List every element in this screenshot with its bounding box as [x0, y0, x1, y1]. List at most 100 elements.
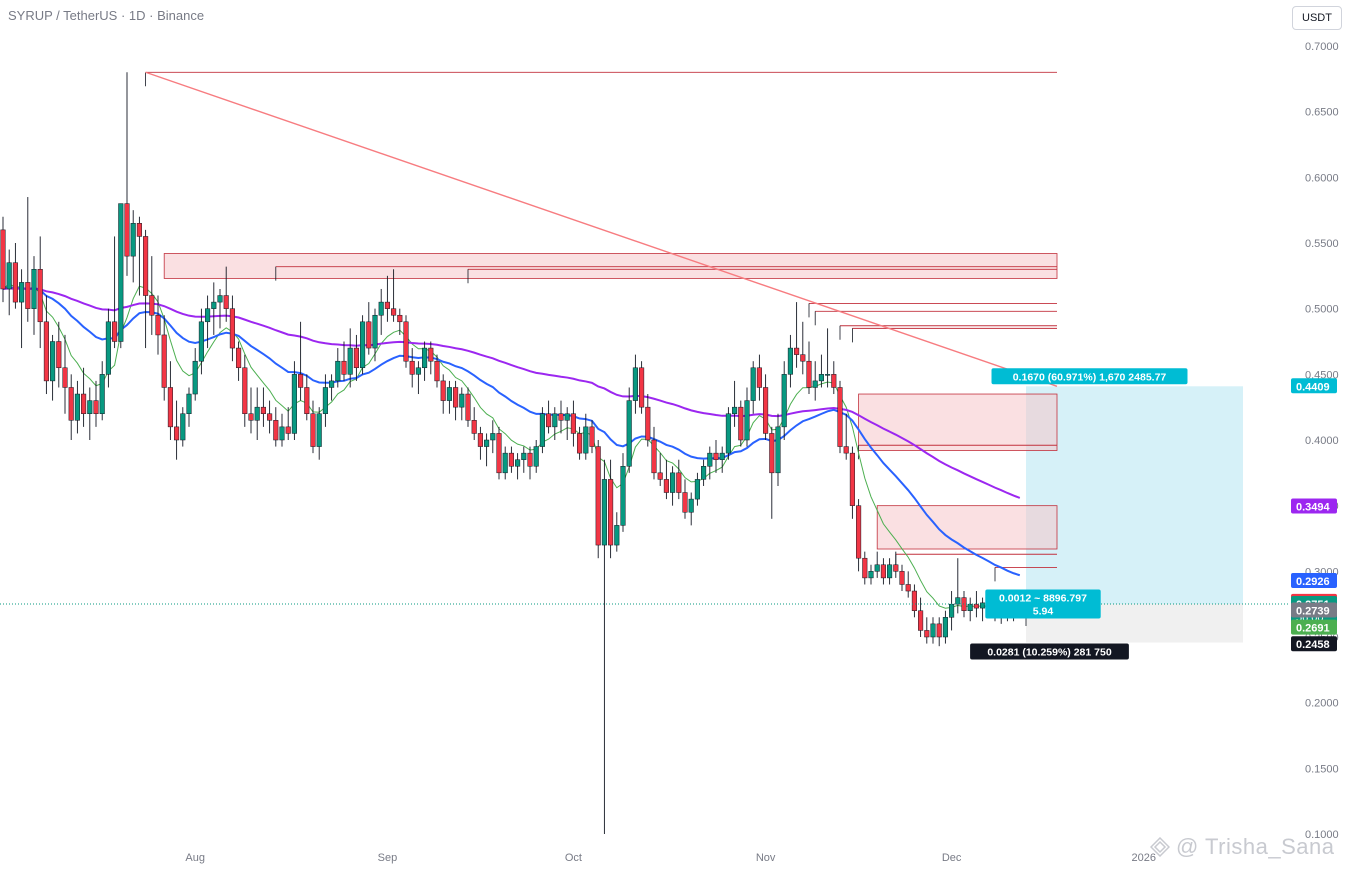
candle-body[interactable]	[775, 426, 781, 474]
candle-body[interactable]	[967, 603, 973, 611]
candle-body[interactable]	[558, 413, 564, 421]
candle-body[interactable]	[397, 314, 403, 323]
candle-body[interactable]	[285, 426, 291, 434]
candle-body[interactable]	[750, 367, 756, 401]
candle-body[interactable]	[608, 479, 614, 546]
candle-body[interactable]	[465, 393, 471, 421]
candle-body[interactable]	[68, 387, 74, 421]
candle-body[interactable]	[942, 617, 948, 638]
candle-body[interactable]	[322, 387, 328, 414]
candle-body[interactable]	[688, 498, 694, 513]
candle-body[interactable]	[112, 321, 118, 342]
candle-body[interactable]	[639, 367, 645, 408]
descending-trendline[interactable]	[145, 71, 1058, 387]
candle-body[interactable]	[645, 406, 651, 441]
candle-body[interactable]	[781, 374, 787, 428]
candle-body[interactable]	[198, 321, 204, 362]
candle-body[interactable]	[434, 360, 440, 382]
candle-body[interactable]	[632, 367, 638, 401]
candle-body[interactable]	[936, 623, 942, 638]
candle-body[interactable]	[763, 387, 769, 434]
candle-body[interactable]	[899, 571, 905, 585]
candle-body[interactable]	[242, 367, 248, 414]
candle-body[interactable]	[769, 433, 775, 474]
candle-body[interactable]	[614, 525, 620, 546]
candle-body[interactable]	[508, 452, 514, 467]
candle-body[interactable]	[87, 400, 93, 414]
supply-zone[interactable]	[858, 393, 1058, 451]
supply-zone[interactable]	[876, 505, 1058, 550]
candle-body[interactable]	[911, 590, 917, 611]
candle-body[interactable]	[192, 360, 198, 395]
candle-body[interactable]	[316, 413, 322, 447]
candle-body[interactable]	[149, 295, 155, 316]
candle-body[interactable]	[366, 321, 372, 349]
candle-body[interactable]	[521, 452, 527, 460]
candle-body[interactable]	[335, 360, 341, 382]
candle-body[interactable]	[341, 360, 347, 375]
candle-body[interactable]	[267, 413, 273, 421]
candle-body[interactable]	[601, 479, 607, 546]
candle-body[interactable]	[663, 479, 669, 493]
candle-body[interactable]	[725, 413, 731, 454]
candle-body[interactable]	[620, 466, 626, 526]
candle-body[interactable]	[223, 295, 229, 309]
candle-body[interactable]	[862, 557, 868, 579]
candle-body[interactable]	[843, 446, 849, 454]
candle-body[interactable]	[304, 387, 310, 414]
candle-body[interactable]	[546, 413, 552, 428]
candle-body[interactable]	[787, 347, 793, 375]
ema-slow-line[interactable]	[2, 287, 1021, 499]
candle-body[interactable]	[248, 413, 254, 421]
candle-body[interactable]	[174, 426, 180, 441]
candle-body[interactable]	[800, 354, 806, 362]
candle-body[interactable]	[583, 426, 589, 454]
candle-body[interactable]	[533, 446, 539, 467]
candle-body[interactable]	[12, 262, 18, 303]
candle-body[interactable]	[589, 426, 595, 447]
candle-body[interactable]	[980, 602, 986, 609]
candle-body[interactable]	[353, 347, 359, 369]
candle-body[interactable]	[260, 406, 266, 414]
candle-body[interactable]	[694, 479, 700, 500]
candle-body[interactable]	[453, 387, 459, 408]
ema-fast-line[interactable]	[2, 283, 1020, 611]
candle-body[interactable]	[657, 472, 663, 480]
candle-body[interactable]	[217, 295, 223, 303]
candle-body[interactable]	[155, 314, 161, 336]
candle-body[interactable]	[837, 387, 843, 447]
candle-body[interactable]	[670, 472, 676, 493]
candle-body[interactable]	[81, 393, 87, 414]
candle-body[interactable]	[279, 426, 285, 441]
candle-body[interactable]	[874, 564, 880, 572]
candle-body[interactable]	[682, 492, 688, 513]
candle-body[interactable]	[31, 269, 37, 309]
candle-body[interactable]	[384, 301, 390, 309]
target-zone[interactable]	[1026, 386, 1243, 605]
candle-body[interactable]	[273, 420, 279, 441]
candle-body[interactable]	[732, 406, 738, 414]
candle-body[interactable]	[794, 347, 800, 355]
candle-body[interactable]	[74, 393, 80, 421]
candle-body[interactable]	[595, 446, 601, 546]
candle-body[interactable]	[205, 308, 211, 323]
candle-body[interactable]	[905, 584, 911, 592]
candle-body[interactable]	[744, 400, 750, 441]
candle-body[interactable]	[428, 347, 434, 362]
candle-body[interactable]	[812, 380, 818, 388]
candle-body[interactable]	[99, 374, 105, 414]
candle-body[interactable]	[515, 459, 521, 467]
candle-body[interactable]	[136, 223, 142, 237]
candle-body[interactable]	[409, 360, 415, 375]
ema-mid-line[interactable]	[2, 286, 1021, 577]
candle-body[interactable]	[211, 301, 217, 309]
candle-body[interactable]	[856, 505, 862, 559]
candle-body[interactable]	[564, 413, 570, 421]
candle-body[interactable]	[918, 610, 924, 631]
candle-body[interactable]	[167, 387, 173, 428]
candle-body[interactable]	[440, 380, 446, 401]
candle-body[interactable]	[93, 400, 99, 414]
candle-body[interactable]	[924, 630, 930, 638]
candle-body[interactable]	[502, 452, 508, 474]
